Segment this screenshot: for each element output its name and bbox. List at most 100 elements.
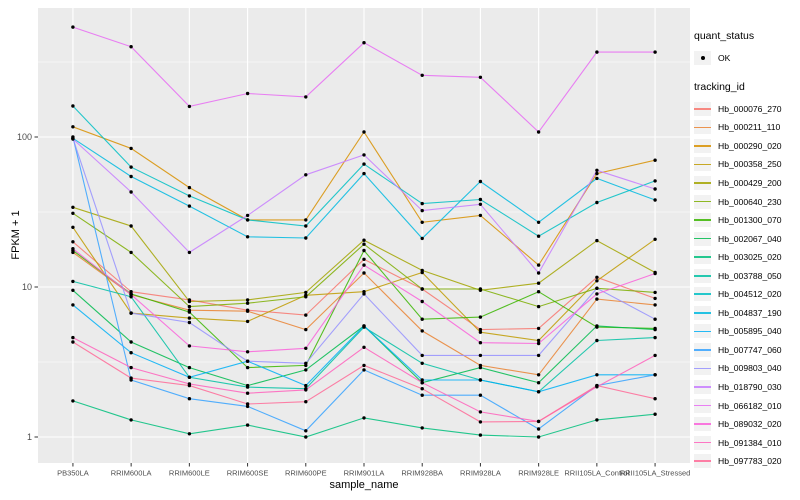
data-point — [304, 218, 308, 222]
data-point — [478, 341, 483, 345]
data-point — [536, 353, 541, 358]
data-point — [71, 279, 75, 284]
x-tick-label: RRIM600SE — [227, 469, 269, 478]
data-point — [420, 220, 424, 224]
data-point — [653, 397, 657, 401]
data-point — [304, 361, 308, 365]
data-point — [304, 224, 308, 228]
legend-line-icon — [694, 349, 711, 351]
data-point — [129, 418, 133, 422]
legend-entry-Hb_000211_110: Hb_000211_110 — [694, 118, 800, 137]
legend-swatch — [694, 213, 711, 228]
legend-line-icon — [694, 256, 711, 258]
data-point — [653, 187, 657, 191]
y-tick-label: 1 — [27, 432, 32, 442]
data-point — [187, 204, 192, 208]
legend-line-icon — [694, 441, 711, 444]
data-point — [187, 299, 192, 304]
data-point — [304, 388, 308, 392]
y-tick-label: 100 — [17, 132, 32, 142]
legend-entry-Hb_004837_190: Hb_004837_190 — [694, 304, 800, 323]
legend-entry-Hb_007747_060: Hb_007747_060 — [694, 341, 800, 360]
data-point — [420, 381, 424, 385]
data-point — [478, 287, 483, 291]
data-point — [245, 301, 250, 305]
data-point — [653, 158, 657, 162]
data-point — [71, 137, 75, 141]
legend-entry-Hb_009803_040: Hb_009803_040 — [694, 359, 800, 378]
legend-label: Hb_001300_070 — [718, 215, 782, 226]
data-point — [304, 290, 308, 295]
x-tick-label: RRIM600LE — [169, 469, 210, 478]
data-point — [536, 271, 541, 275]
data-point — [245, 391, 250, 395]
y-axis-title: FPKM + 1 — [10, 210, 22, 260]
data-point — [536, 373, 541, 377]
data-point — [245, 365, 250, 370]
data-point — [362, 162, 366, 166]
legend-spacer — [694, 68, 800, 81]
legend-swatch — [694, 157, 711, 172]
data-point — [536, 263, 541, 267]
data-point — [304, 295, 308, 299]
data-point — [653, 296, 657, 301]
legend-swatch — [694, 435, 711, 450]
data-point — [420, 361, 424, 365]
data-point — [595, 168, 599, 172]
legend-swatch — [694, 231, 711, 246]
data-point — [536, 341, 541, 346]
data-point — [595, 279, 599, 283]
y-axis: 1 10 100 — [17, 132, 38, 442]
data-point — [129, 146, 133, 151]
legend-swatch — [694, 120, 711, 135]
legend-title-quant-status: quant_status — [694, 30, 755, 42]
data-point — [362, 248, 366, 253]
data-point — [71, 205, 75, 209]
data-point — [245, 309, 250, 313]
ok-key-swatch — [694, 51, 711, 66]
x-tick-label: RRIM928LE — [518, 469, 559, 478]
legend-entries-tracking-id: Hb_000076_270 Hb_000211_110 Hb_000290_020 H… — [694, 100, 800, 471]
legend-line-icon — [694, 200, 711, 203]
data-point — [71, 247, 75, 251]
data-point — [536, 304, 541, 309]
data-point — [362, 292, 366, 296]
data-point — [653, 412, 657, 416]
data-point — [245, 359, 250, 363]
data-point — [304, 327, 308, 332]
legend-label: Hb_000640_230 — [718, 196, 782, 207]
legend-swatch — [694, 361, 711, 376]
legend-swatch — [694, 417, 711, 432]
data-point — [71, 211, 75, 215]
legend-label: Hb_009803_040 — [718, 363, 782, 374]
legend-swatch — [694, 287, 711, 302]
data-point — [420, 208, 424, 213]
data-point — [362, 171, 366, 176]
legend-label: Hb_018790_030 — [718, 382, 782, 393]
data-point — [536, 419, 541, 424]
data-point — [420, 73, 424, 78]
data-point — [71, 335, 75, 340]
data-point — [245, 404, 250, 409]
data-point — [420, 387, 424, 391]
data-point — [653, 327, 657, 332]
legend-line-icon — [694, 182, 711, 184]
data-point — [595, 200, 599, 205]
data-point — [71, 288, 75, 292]
x-tick-label: RRIM600PE — [285, 469, 327, 478]
data-point — [653, 179, 657, 183]
legend-entry-Hb_003025_020: Hb_003025_020 — [694, 248, 800, 267]
data-point — [187, 250, 192, 255]
x-axis: PB350LA RRIM600LA RRIM600LE RRIM600SE RRIM60… — [57, 463, 690, 478]
data-point — [420, 287, 424, 291]
data-point — [129, 292, 133, 297]
data-point — [478, 353, 483, 358]
legend-title-tracking-id: tracking_id — [694, 80, 745, 93]
data-point — [653, 353, 657, 358]
x-tick-label: RRII105LA_Stressed — [620, 469, 690, 478]
data-point — [245, 235, 250, 239]
legend-label: Hb_004512_020 — [718, 289, 782, 300]
legend-entry-Hb_003788_050: Hb_003788_050 — [694, 266, 800, 285]
legend-entry-Hb_000290_020: Hb_000290_020 — [694, 137, 800, 156]
data-point — [187, 365, 192, 370]
